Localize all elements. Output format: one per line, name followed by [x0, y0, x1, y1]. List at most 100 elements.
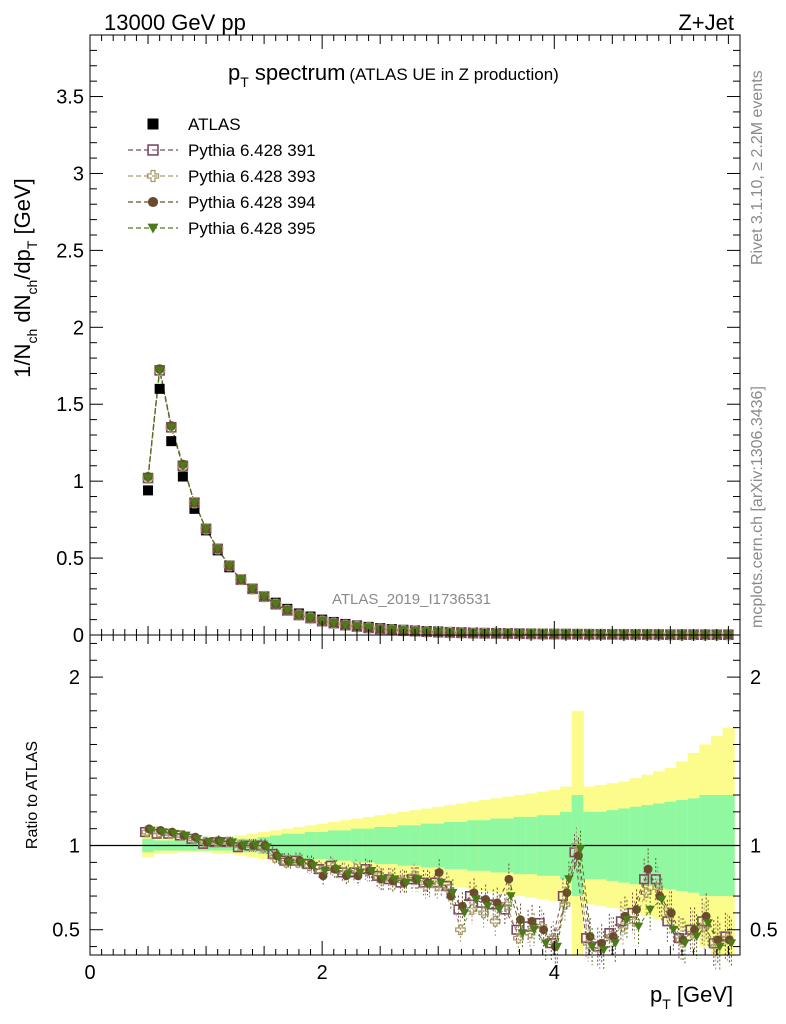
ratio-point — [492, 898, 502, 908]
legend-marker — [146, 169, 160, 183]
data-point — [363, 623, 374, 633]
ratio-point — [643, 864, 653, 874]
legend-marker — [147, 223, 159, 234]
y-tick-label: 3 — [73, 163, 84, 185]
ratio-point — [181, 831, 191, 841]
ratio-point — [273, 853, 284, 863]
y-tick-label: 2 — [73, 317, 84, 339]
y-tick-label: 1.5 — [56, 394, 84, 416]
ratio-point — [482, 902, 493, 911]
ratio-point — [204, 838, 214, 847]
ratio-y-tick-label: 2 — [69, 667, 80, 689]
ratio-point — [424, 880, 435, 890]
legend-label: Pythia 6.428 393 — [188, 167, 316, 186]
data-point — [340, 621, 351, 631]
ratio-point — [575, 845, 586, 854]
ratio-point — [466, 904, 478, 915]
ratio-point — [516, 915, 525, 925]
ratio-point — [564, 875, 574, 884]
data-point — [212, 544, 223, 554]
data-point — [305, 614, 316, 624]
ratio-point — [529, 925, 539, 935]
ratio-point — [366, 866, 377, 876]
ratio-point — [169, 829, 179, 839]
legend-marker — [147, 118, 159, 130]
ratio-point — [250, 841, 261, 851]
data-point — [282, 606, 293, 616]
ratio-point — [645, 905, 655, 915]
data-point — [224, 561, 235, 571]
ratio-point — [227, 838, 238, 847]
ratio-point — [239, 841, 249, 851]
data-point — [154, 383, 165, 394]
ratio-point — [587, 942, 597, 952]
ratio-point — [633, 922, 644, 932]
ratio-point — [582, 937, 594, 949]
data-point — [189, 498, 200, 508]
ratio-y-tick-label: 1 — [69, 836, 80, 858]
ratio-point — [320, 866, 330, 876]
ratio-point — [598, 946, 609, 955]
ratio-point — [715, 942, 725, 952]
ratio-point — [513, 932, 524, 944]
ratio-point — [540, 939, 551, 948]
ratio-point — [455, 924, 466, 936]
data-point — [328, 619, 339, 629]
y-tick-label: 0 — [73, 625, 84, 647]
data-point — [143, 474, 154, 484]
y-tick-label: 3.5 — [56, 87, 84, 109]
y-tick-label: 0.5 — [56, 548, 84, 570]
ratio-point — [390, 875, 400, 884]
ratio-point — [632, 905, 641, 914]
ratio-point — [285, 858, 296, 868]
ratio-point — [552, 942, 563, 952]
data-point — [201, 524, 212, 534]
data-point — [259, 592, 270, 602]
header-left: 13000 GeV pp — [104, 10, 246, 35]
ratio-point — [343, 870, 354, 879]
data-point — [177, 471, 188, 482]
ratio-point — [157, 828, 168, 837]
analysis-watermark: ATLAS_2019_I1736531 — [332, 591, 491, 608]
data-point — [166, 436, 177, 447]
ratio-point — [506, 892, 516, 901]
x-tick-label: 2 — [317, 962, 328, 984]
ratio-point — [680, 939, 690, 948]
mcplots-label: mcplots.cern.ch [arXiv:1306.3436] — [749, 386, 766, 628]
ratio-point — [146, 826, 156, 836]
header-right: Z+Jet — [678, 10, 734, 35]
ratio-point — [471, 895, 481, 905]
ratio-point — [527, 916, 537, 926]
legend: ATLAS Pythia 6.428 391 Pythia 6.428 393 Pyt… — [128, 115, 316, 238]
ratio-point — [215, 838, 226, 847]
data-point — [154, 366, 165, 376]
ratio-point — [622, 915, 632, 925]
legend-marker — [147, 196, 159, 208]
legend-label: ATLAS — [188, 115, 241, 134]
ratio-point — [539, 925, 549, 935]
ratio-y-tick-label-right: 0.5 — [750, 920, 778, 942]
ratio-point — [478, 907, 490, 919]
data-point — [293, 611, 304, 620]
ratio-point — [559, 899, 571, 910]
ratio-point — [504, 874, 514, 884]
ratio-point — [668, 925, 679, 935]
ratio-point — [517, 929, 528, 938]
ratio-point — [597, 938, 607, 948]
ratio-point — [494, 905, 504, 915]
rivet-label: Rivet 3.1.10, ≥ 2.2M events — [749, 70, 766, 265]
ratio-point — [691, 932, 702, 942]
ratio-point — [308, 861, 319, 871]
ratio-point — [459, 909, 470, 918]
data-point — [235, 575, 246, 585]
data-point — [177, 461, 188, 471]
ratio-point — [489, 915, 501, 927]
ratio-y-tick-label-right: 2 — [750, 667, 761, 689]
x-tick-label: 4 — [549, 962, 560, 984]
ratio-point — [413, 875, 423, 884]
ratio-point — [662, 916, 673, 927]
legend-label: Pythia 6.428 395 — [188, 219, 316, 238]
y-tick-label: 1 — [73, 471, 84, 493]
ratio-point — [726, 939, 737, 948]
